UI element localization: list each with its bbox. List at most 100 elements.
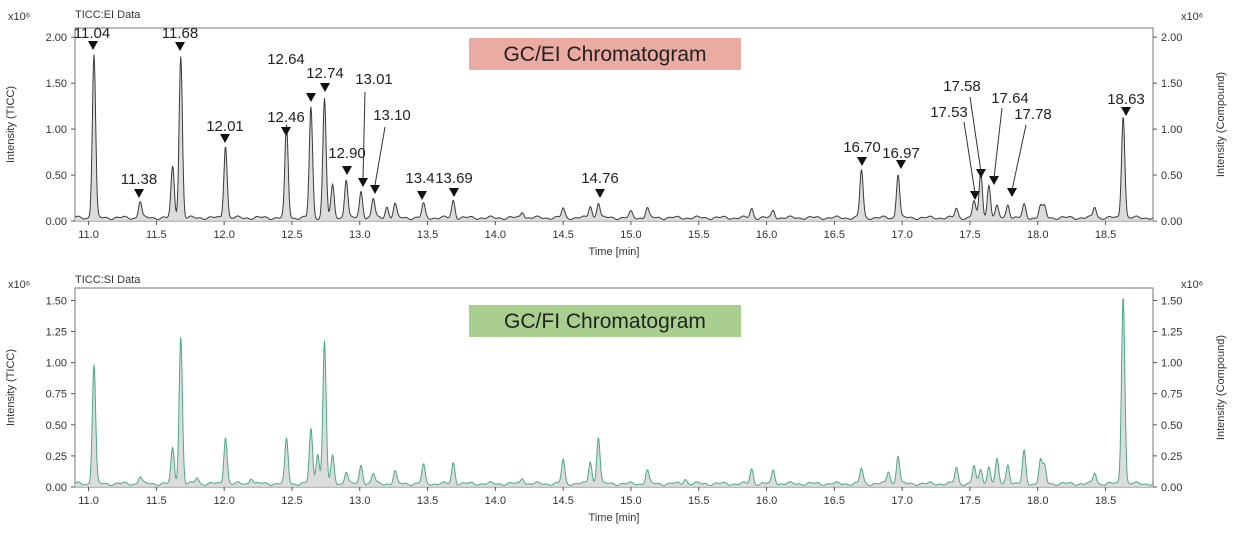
x-tick-label: 17.5 <box>959 229 980 241</box>
y-tick-label-right: 0.00 <box>1161 216 1182 228</box>
y-tick-label-left: 0.75 <box>46 389 67 401</box>
peak-marker <box>175 42 185 51</box>
peak-label: 17.53 <box>930 104 968 121</box>
x-tick-label: 12.5 <box>281 495 302 507</box>
y-tick-label-right: 1.00 <box>1161 358 1182 370</box>
x-tick-label: 17.0 <box>891 495 912 507</box>
peak-label: 11.38 <box>121 171 157 188</box>
y-tick-label-right: 0.25 <box>1161 451 1182 463</box>
leader-line <box>1011 124 1027 191</box>
y-tick-label-left: 0.50 <box>46 420 67 432</box>
peak-marker <box>857 157 867 166</box>
peak-label: 13.69 <box>435 170 473 187</box>
x-tick-label: 11.0 <box>78 229 99 241</box>
x-tick-label: 12.5 <box>281 229 302 241</box>
peak-label: 17.58 <box>943 78 981 95</box>
x-tick-label: 13.5 <box>417 229 438 241</box>
y-tick-label-left: 0.00 <box>46 216 67 228</box>
y-tick-label-left: 1.50 <box>46 78 67 90</box>
y-tick-label-right: 1.50 <box>1161 78 1182 90</box>
x-tick-label: 17.0 <box>891 229 912 241</box>
leader-line <box>374 126 386 186</box>
peak-marker <box>896 160 906 169</box>
y-axis-label-right: Intensity (Compound) <box>1215 72 1227 177</box>
peak-label: 18.63 <box>1107 91 1145 108</box>
y-tick-label-left: 1.00 <box>46 358 67 370</box>
peak-marker <box>134 189 144 198</box>
y-tick-label-left: 0.00 <box>46 482 67 494</box>
x-tick-label: 13.5 <box>417 495 438 507</box>
x-tick-label: 17.5 <box>959 495 980 507</box>
peak-marker <box>989 176 999 185</box>
peak-label: 12.64 <box>267 51 305 68</box>
y-tick-label-right: 2.00 <box>1161 32 1182 44</box>
banner-title: GC/EI Chromatogram <box>503 43 706 66</box>
x-tick-label: 15.5 <box>688 495 709 507</box>
leader-line <box>969 96 982 173</box>
x-tick-label: 16.0 <box>756 495 777 507</box>
y-axis-label-left: Intensity (TICC) <box>5 349 17 426</box>
x-tick-label: 13.0 <box>349 495 370 507</box>
y-exponent-right: x10⁶ <box>1181 279 1203 291</box>
leader-line <box>993 107 1003 179</box>
x-tick-label: 11.0 <box>78 495 99 507</box>
peak-marker <box>281 127 291 136</box>
x-tick-label: 13.0 <box>349 229 370 241</box>
y-tick-label-left: 1.00 <box>46 124 67 136</box>
peak-label: 12.46 <box>267 109 305 126</box>
x-tick-label: 18.5 <box>1095 495 1116 507</box>
x-tick-label: 16.0 <box>756 229 777 241</box>
y-tick-label-right: 1.50 <box>1161 295 1182 307</box>
chart-panel-2: 11.0 11.5 12.0 12.5 13.0 13.5 14.0 14.5 15.0 15.5… <box>5 274 1227 524</box>
y-exponent-right: x10⁶ <box>1181 11 1203 23</box>
y-axis-label-right: Intensity (Compound) <box>1215 335 1227 440</box>
x-tick-label: 15.0 <box>620 495 641 507</box>
signal-line <box>74 298 1154 487</box>
x-tick-label: 14.0 <box>485 495 506 507</box>
peak-label: 13.01 <box>355 71 393 88</box>
peak-marker <box>306 93 316 102</box>
y-tick-label-left: 2.00 <box>46 32 67 44</box>
peak-marker <box>1121 107 1131 116</box>
peak-label: 16.70 <box>843 139 881 156</box>
y-tick-label-right: 0.50 <box>1161 420 1182 432</box>
banner-box <box>469 305 741 337</box>
peak-marker <box>449 188 459 197</box>
x-axis-label: Time [min] <box>589 512 640 524</box>
x-tick-label: 11.5 <box>146 229 167 241</box>
signal-fill <box>75 54 1153 221</box>
peak-label: 12.74 <box>306 65 344 82</box>
peak-marker <box>320 83 330 92</box>
x-tick-label: 18.5 <box>1095 229 1116 241</box>
x-tick-label: 15.0 <box>620 229 641 241</box>
y-tick-label-right: 0.75 <box>1161 389 1182 401</box>
x-axis-label: Time [min] <box>589 246 640 258</box>
data-title: TICC:EI Data <box>75 9 141 21</box>
y-tick-label-right: 0.50 <box>1161 170 1182 182</box>
x-tick-label: 12.0 <box>213 229 234 241</box>
peak-marker <box>342 166 352 175</box>
y-tick-label-left: 1.25 <box>46 327 67 339</box>
y-tick-label-left: 1.50 <box>46 295 67 307</box>
chart-panel-1: 11.0 11.5 12.0 12.5 13.0 13.5 14.0 14.5 15.0 15.5… <box>5 9 1227 258</box>
peak-marker <box>595 189 605 198</box>
y-tick-label-right: 1.25 <box>1161 327 1182 339</box>
peak-label: 17.64 <box>991 90 1029 107</box>
banner-box <box>469 38 741 70</box>
leader-line <box>362 91 366 179</box>
peak-marker <box>976 169 986 178</box>
peak-label: 12.01 <box>206 118 244 135</box>
data-title: TICC:SI Data <box>75 274 141 286</box>
peak-label: 13.10 <box>373 107 411 124</box>
peak-marker <box>220 134 230 143</box>
x-tick-label: 11.5 <box>146 495 167 507</box>
x-tick-label: 14.0 <box>485 229 506 241</box>
x-tick-label: 12.0 <box>213 495 234 507</box>
leader-line <box>963 121 976 194</box>
peak-marker <box>88 41 98 50</box>
x-tick-label: 15.5 <box>688 229 709 241</box>
peak-label: 14.76 <box>581 170 619 187</box>
y-exponent-left: x10⁶ <box>8 11 30 23</box>
